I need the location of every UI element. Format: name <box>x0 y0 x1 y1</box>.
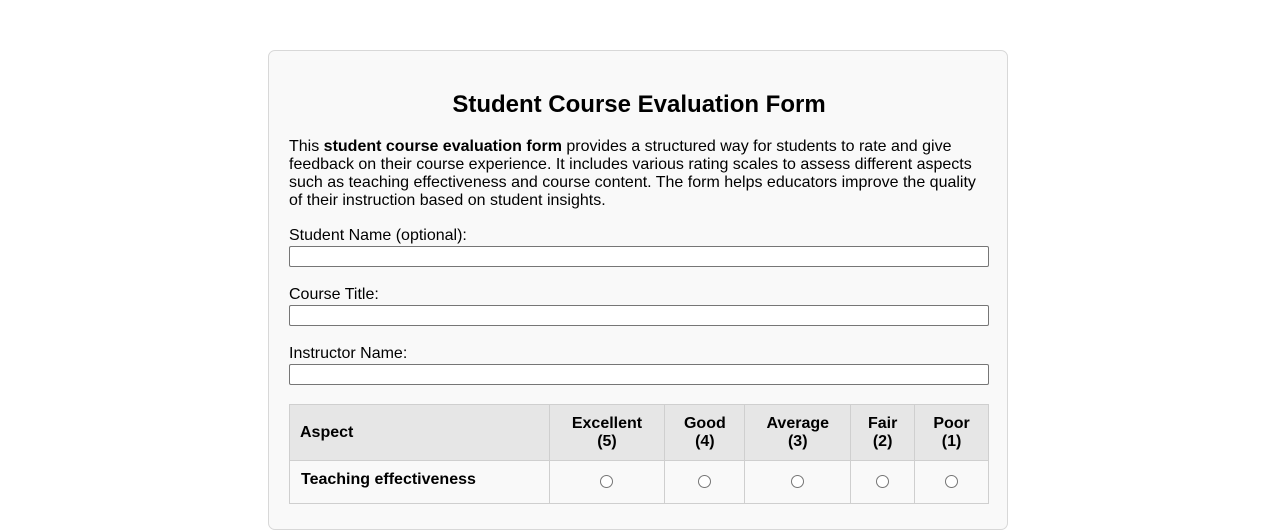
header-aspect: Aspect <box>289 404 550 461</box>
header-fair-score: (2) <box>872 432 893 450</box>
form-intro: This student course evaluation form prov… <box>289 138 989 210</box>
rating-cell <box>914 460 989 504</box>
table-row: Teaching effectiveness <box>289 460 989 504</box>
intro-suffix: provides a structured way for students t… <box>289 138 976 209</box>
evaluation-form-card: Student Course Evaluation Form This stud… <box>268 50 1008 530</box>
header-fair-label: Fair <box>867 414 898 432</box>
rating-cell <box>744 460 852 504</box>
header-good-label: Good <box>683 414 726 432</box>
header-good-score: (4) <box>695 432 715 450</box>
course-title-label: Course Title: <box>289 286 379 303</box>
rating-cell <box>664 460 746 504</box>
radio-poor[interactable] <box>945 475 959 488</box>
student-name-label: Student Name (optional): <box>289 227 467 244</box>
course-title-input[interactable] <box>289 305 989 326</box>
radio-average[interactable] <box>791 475 805 488</box>
header-good: Good (4) <box>664 404 746 461</box>
radio-fair[interactable] <box>876 475 890 488</box>
header-average-label: Average <box>766 414 830 432</box>
intro-prefix: This <box>289 138 324 155</box>
header-poor-score: (1) <box>941 432 962 450</box>
rating-table: Aspect Excellent (5) Good (4) Average (3) F… <box>289 404 989 504</box>
page-title: Student Course Evaluation Form <box>452 91 826 118</box>
header-excellent-label: Excellent <box>571 414 643 432</box>
intro-bold-text: student course evaluation form <box>323 138 562 155</box>
header-poor: Poor (1) <box>914 404 989 461</box>
radio-excellent[interactable] <box>600 475 614 488</box>
aspect-teaching-effectiveness: Teaching effectiveness <box>289 460 550 504</box>
header-average-score: (3) <box>787 432 808 450</box>
rating-cell <box>548 460 666 504</box>
radio-good[interactable] <box>698 475 712 488</box>
header-excellent-score: (5) <box>597 432 617 450</box>
student-name-input[interactable] <box>289 246 989 267</box>
header-poor-label: Poor <box>933 414 970 432</box>
header-excellent: Excellent (5) <box>548 404 666 461</box>
header-average: Average (3) <box>744 404 852 461</box>
header-fair: Fair (2) <box>850 404 916 461</box>
instructor-name-label: Instructor Name: <box>289 345 408 362</box>
rating-header-row: Aspect Excellent (5) Good (4) Average (3) F… <box>289 404 989 461</box>
rating-cell <box>850 460 916 504</box>
instructor-name-input[interactable] <box>289 364 989 385</box>
